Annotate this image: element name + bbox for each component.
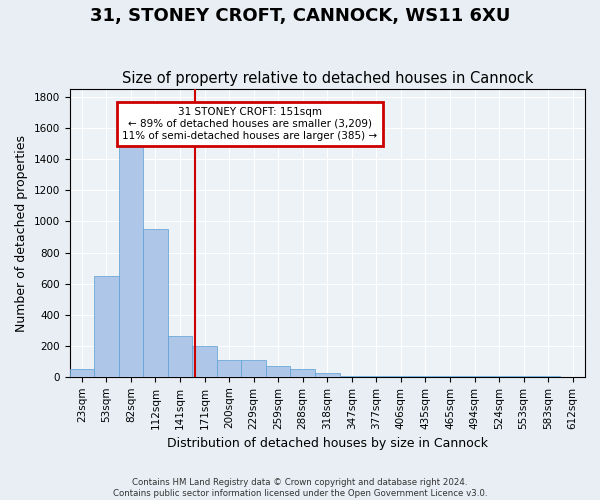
Bar (462, 376, 487, 377)
Text: 31 STONEY CROFT: 151sqm
← 89% of detached houses are smaller (3,209)
11% of semi: 31 STONEY CROFT: 151sqm ← 89% of detache… (122, 108, 377, 140)
Text: 31, STONEY CROFT, CANNOCK, WS11 6XU: 31, STONEY CROFT, CANNOCK, WS11 6XU (90, 8, 510, 26)
Bar (119, 144, 143, 377)
Bar (511, 376, 536, 377)
Bar (536, 376, 560, 377)
Bar (389, 376, 413, 377)
Bar (340, 376, 364, 377)
Text: Contains HM Land Registry data © Crown copyright and database right 2024.
Contai: Contains HM Land Registry data © Crown c… (113, 478, 487, 498)
Bar (70, 369, 94, 377)
Y-axis label: Number of detached properties: Number of detached properties (15, 134, 28, 332)
Bar (94, 276, 119, 377)
X-axis label: Distribution of detached houses by size in Cannock: Distribution of detached houses by size … (167, 437, 488, 450)
Bar (192, 346, 217, 377)
Bar (438, 376, 462, 377)
Bar (364, 376, 389, 377)
Title: Size of property relative to detached houses in Cannock: Size of property relative to detached ho… (122, 70, 533, 86)
Bar (413, 376, 438, 377)
Bar (290, 369, 315, 377)
Bar (266, 366, 290, 377)
Bar (217, 360, 241, 377)
Bar (487, 376, 511, 377)
Bar (168, 336, 192, 377)
Bar (241, 360, 266, 377)
Bar (143, 229, 168, 377)
Bar (315, 373, 340, 377)
